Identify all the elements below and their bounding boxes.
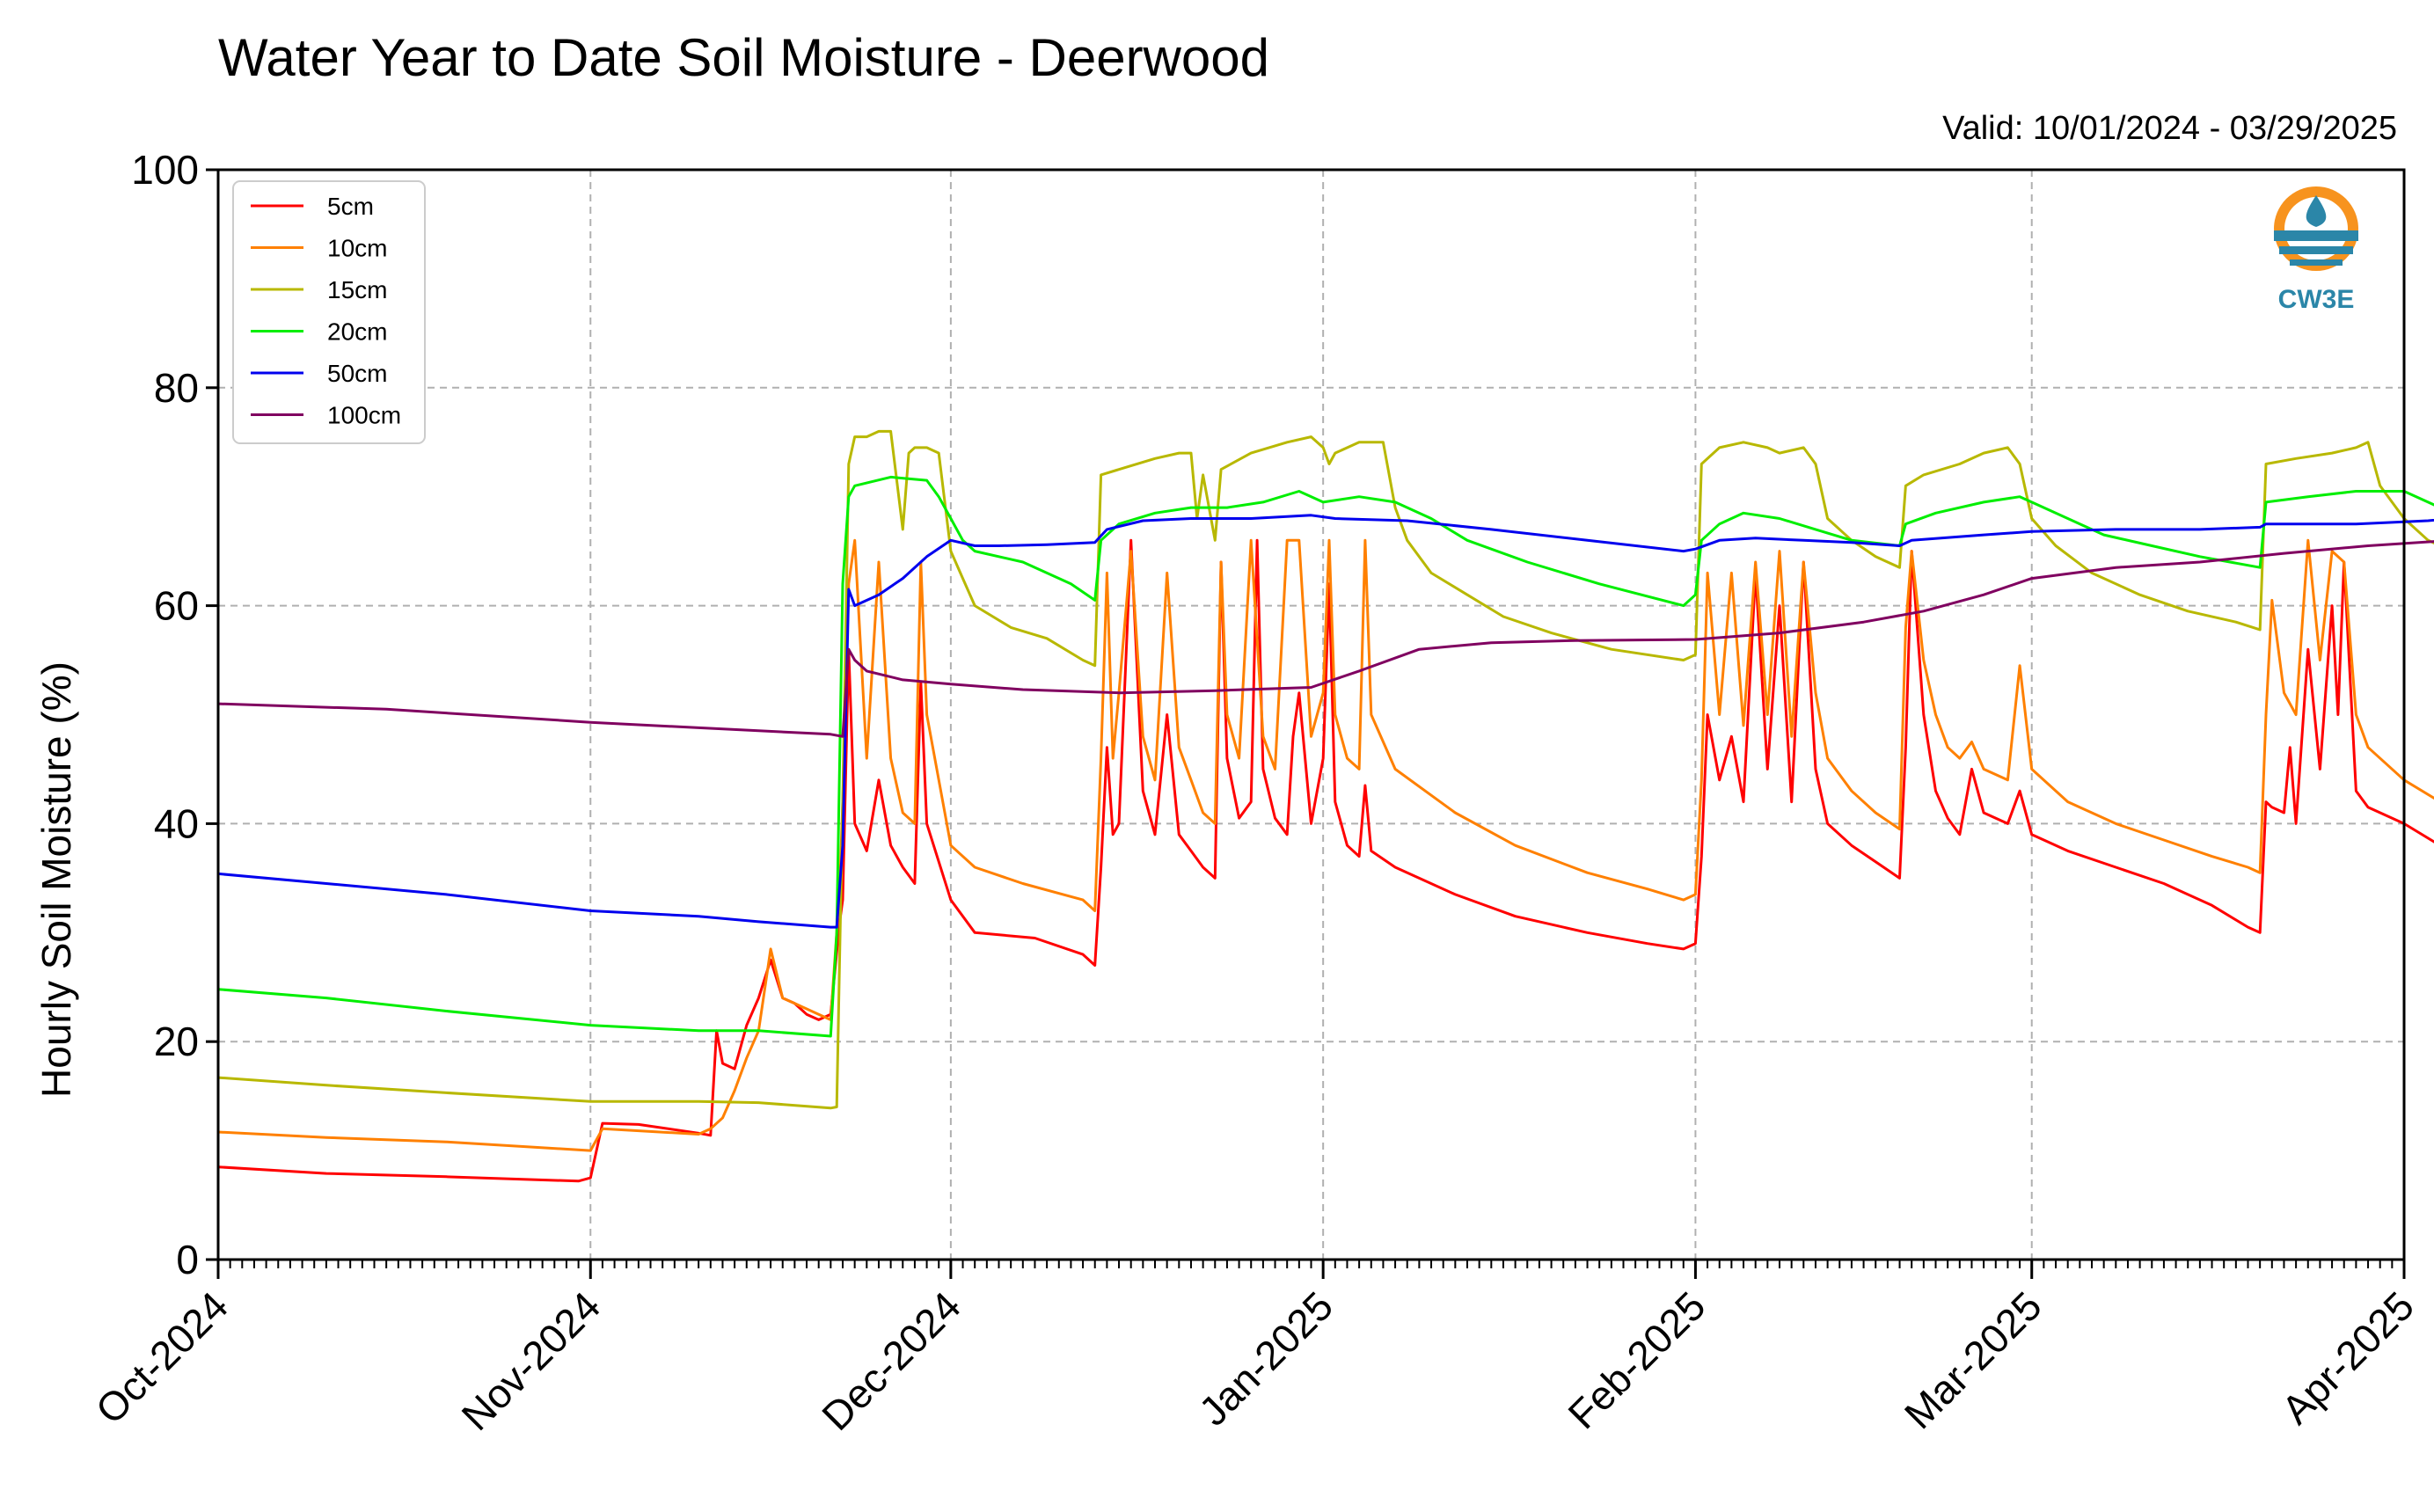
legend-label-20cm: 20cm — [327, 318, 387, 346]
logo-text: CW3E — [2278, 285, 2355, 314]
legend-label-50cm: 50cm — [327, 360, 387, 387]
y-tick-label: 40 — [154, 800, 199, 846]
logo-drop-icon — [2306, 195, 2327, 227]
legend-label-100cm: 100cm — [327, 402, 401, 429]
logo-wave3-icon — [2290, 259, 2343, 266]
series-line-100cm — [217, 540, 2434, 738]
chart-title: Water Year to Date Soil Moisture - Deerw… — [218, 28, 1269, 87]
y-axis-label: Hourly Soil Moisture (%) — [33, 661, 79, 1098]
series-line-20cm — [217, 475, 2434, 1038]
series-lines — [217, 429, 2434, 1183]
y-tick-label: 60 — [154, 583, 199, 629]
y-tick-label: 0 — [176, 1237, 199, 1282]
grid-lines — [218, 170, 2404, 1260]
legend-label-15cm: 15cm — [327, 276, 387, 303]
legend-label-5cm: 5cm — [327, 193, 374, 220]
logo-inner-ring — [2284, 197, 2348, 260]
legend-label-10cm: 10cm — [327, 235, 387, 262]
y-tick-label: 100 — [131, 147, 199, 193]
series-line-10cm — [217, 538, 2434, 1152]
series-line-50cm — [217, 514, 2434, 929]
logo-wave-icon — [2274, 230, 2358, 241]
y-tick-label: 80 — [154, 365, 199, 411]
logo-wave2-icon — [2279, 246, 2353, 254]
plot-frame — [216, 168, 2406, 1261]
cw3e-logo: CW3E — [2274, 186, 2358, 314]
axes — [206, 168, 2406, 1279]
y-tick-label: 20 — [154, 1019, 199, 1064]
legend: 5cm 10cm 15cm 20cm 50cm 100cm — [232, 180, 426, 444]
valid-date-range: Valid: 10/01/2024 - 03/29/2025 — [1942, 110, 2397, 147]
